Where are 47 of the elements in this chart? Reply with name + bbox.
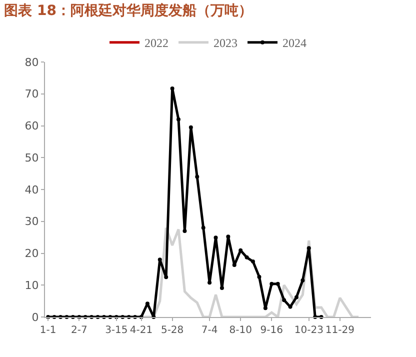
point: [195, 174, 200, 179]
point: [232, 263, 236, 268]
x-tick-label: 7-4: [201, 325, 218, 336]
point: [244, 255, 249, 260]
point: [276, 282, 280, 286]
point: [300, 278, 305, 282]
chart-title: 图表 18：阿根廷对华周度发船（万吨）: [4, 2, 253, 20]
point: [263, 306, 268, 310]
x-tick-label: 1-1: [40, 325, 56, 336]
legend-label: 2024: [282, 36, 306, 50]
x-tick-label: 10-23: [294, 325, 324, 336]
y-tick-label: 70: [24, 88, 39, 101]
point: [208, 280, 212, 285]
point: [182, 228, 187, 233]
point: [220, 286, 224, 290]
point: [306, 246, 311, 250]
y-tick-label: 80: [24, 56, 39, 69]
x-tick-label: 9-16: [260, 325, 283, 336]
point: [201, 226, 206, 230]
legend-label: 2023: [214, 36, 238, 50]
point: [270, 282, 274, 286]
x-tick-label: 5-28: [160, 325, 184, 336]
x-tick-label: 8-10: [229, 325, 252, 336]
point: [188, 125, 193, 130]
y-tick-label: 50: [24, 151, 39, 164]
point: [288, 304, 292, 309]
x-tick-label: 4-21: [130, 325, 153, 336]
y-tick-label: 60: [24, 120, 39, 133]
y-tick-label: 0: [32, 310, 39, 324]
y-tick-label: 40: [24, 183, 39, 196]
point: [176, 117, 180, 122]
point: [158, 258, 162, 262]
y-tick-label: 30: [24, 215, 39, 228]
legend-label: 2022: [144, 36, 168, 50]
point: [226, 234, 230, 239]
x-tick-label: 11-29: [325, 325, 354, 336]
y-tick-label: 20: [24, 247, 39, 260]
x-tick-label: 3-15: [105, 325, 128, 336]
x-tick-label: 2-7: [70, 325, 88, 336]
point: [214, 236, 218, 240]
point: [257, 274, 262, 279]
point: [294, 295, 298, 300]
point: [170, 86, 174, 90]
point: [282, 298, 286, 302]
y-tick-label: 10: [24, 278, 39, 292]
point: [164, 275, 168, 280]
point: [251, 260, 256, 264]
